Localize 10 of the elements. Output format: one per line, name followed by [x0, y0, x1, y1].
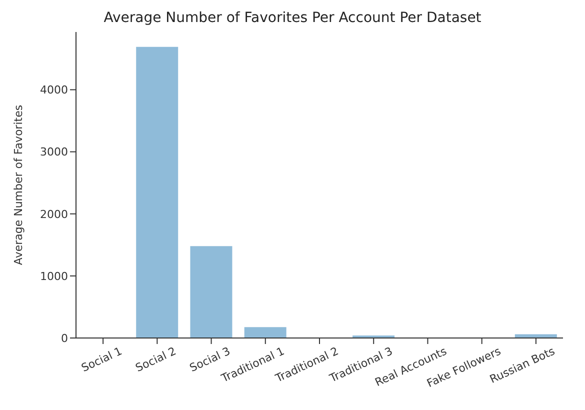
bar: [190, 246, 232, 338]
bar: [136, 46, 178, 338]
y-tick-label: 1000: [40, 270, 68, 283]
y-tick-label: 4000: [40, 84, 68, 97]
y-tick-label: 2000: [40, 208, 68, 221]
y-axis-title: Average Number of Favorites: [12, 104, 25, 266]
y-tick-label: 3000: [40, 146, 68, 159]
y-tick-label: 0: [61, 332, 68, 345]
bar: [244, 327, 286, 338]
chart-title: Average Number of Favorites Per Account Per Dataset: [102, 9, 482, 28]
